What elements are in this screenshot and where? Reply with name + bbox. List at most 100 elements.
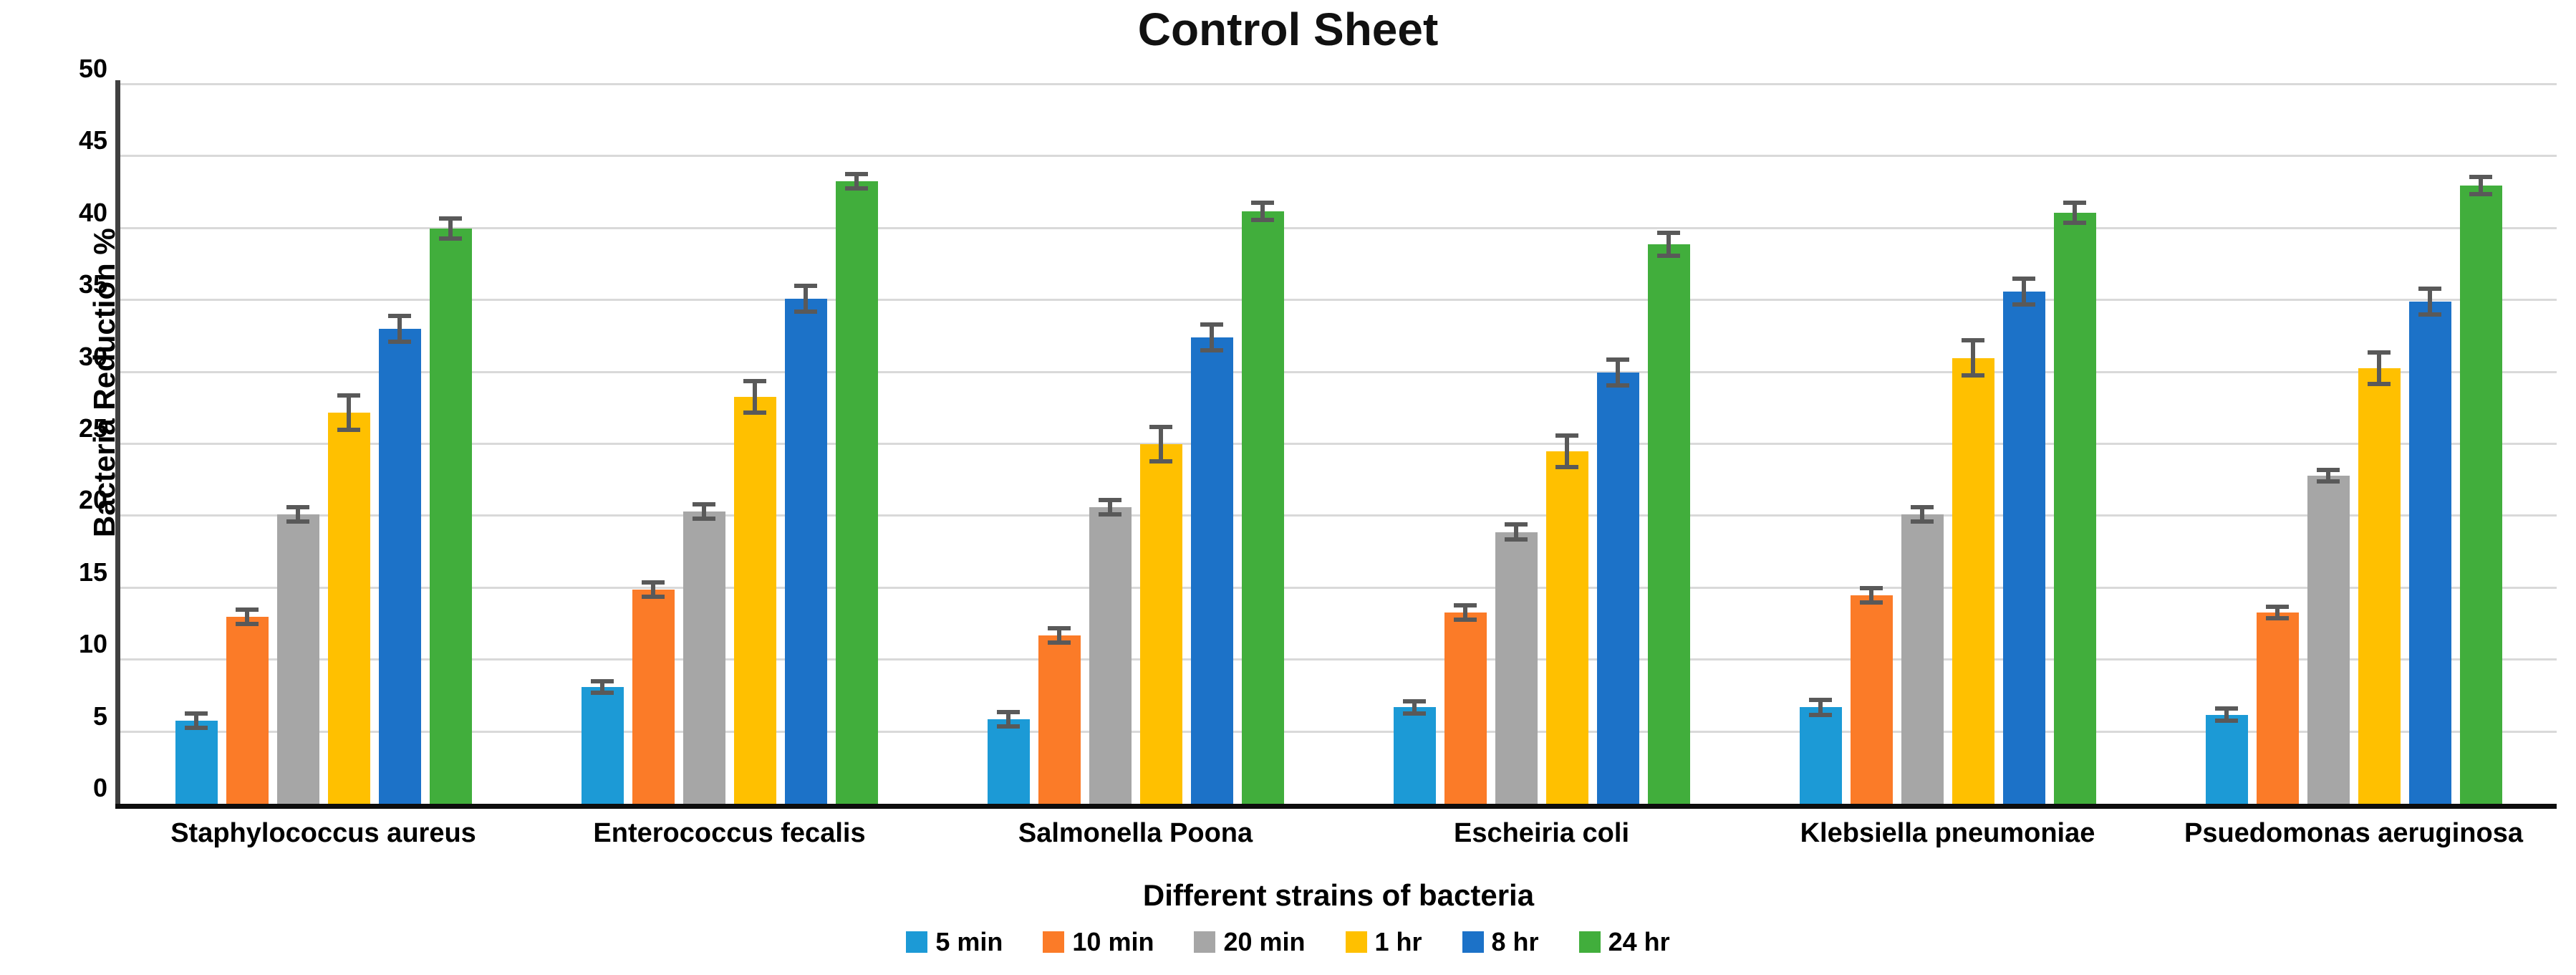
error-bar-cap-bottom [1048,640,1071,645]
legend-swatch [1043,931,1065,953]
x-axis-title: Different strains of bacteria [1142,878,1535,912]
error-bar [2326,470,2330,482]
legend-swatch [1345,931,1367,953]
error-bar-cap-top [439,216,462,221]
error-bar [1210,325,1214,351]
bar [2053,200,2096,804]
error-bar [1463,605,1467,620]
gridline [120,514,2557,517]
error-bar-cap-top [1251,200,1274,205]
error-bar [397,316,402,342]
bar [987,709,1030,804]
error-bar-cap-top [1200,322,1223,327]
error-bar-cap-bottom [2215,718,2238,723]
legend-label: 8 hr [1491,927,1539,956]
category-label: Escheiria coli [1453,818,1629,848]
error-bar [1616,359,1620,385]
bar-group [1745,85,2151,804]
error-bar-cap-bottom [591,691,614,696]
error-bar-cap-top [1809,698,1832,703]
error-bar-cap-top [2063,200,2086,205]
legend-swatch [1462,931,1484,953]
error-bar-cap-bottom [2266,615,2289,620]
error-bar [2479,176,2483,194]
bar [2307,468,2350,804]
bar [1089,498,1132,804]
error-bar-cap-top [388,314,411,319]
legend-label: 1 hr [1374,927,1422,956]
error-bar-cap-bottom [2317,479,2340,484]
error-bar-cap-top [1911,505,1934,510]
error-bar-cap-top [286,505,309,510]
gridline [120,155,2557,158]
error-bar [448,218,453,239]
gridline [120,299,2557,302]
bar [1596,357,1639,804]
bar [1545,433,1588,804]
gridline [120,370,2557,373]
error-bar-cap-top [2469,174,2492,179]
error-bar-cap-bottom [1505,537,1528,542]
error-bar-cap-top [1454,602,1477,607]
error-bar [2073,202,2077,223]
legend-item: 20 min [1194,927,1306,957]
error-bar-cap-top [2215,706,2238,711]
bar [1444,602,1487,804]
error-bar-cap-bottom [2368,381,2391,386]
error-bar [2275,606,2280,618]
error-bar-cap-bottom [1911,519,1934,524]
y-tick-label: 50 [78,54,107,83]
category-label: Psuedomonas aeruginosa [2184,818,2523,848]
error-bar [245,609,249,625]
error-bar-cap-top [1505,522,1528,527]
category-label: Enterococcus fecalis [593,818,866,848]
error-bar-cap-top [2317,468,2340,473]
error-bar-cap-bottom [1962,373,1984,378]
bar [1038,626,1081,804]
error-bar-cap-bottom [2063,220,2086,225]
error-bar-cap-bottom [2012,302,2035,307]
error-bar-cap-bottom [1860,600,1883,605]
y-tick-label: 45 [78,125,107,155]
legend-item: 24 hr [1578,927,1670,957]
bar [429,216,472,804]
y-tick-label: 10 [78,629,107,659]
error-bar-cap-top [1962,338,1984,343]
error-bar-cap-top [743,378,766,383]
category-label: Klebsiella pneumoniae [1800,818,2095,848]
error-bar [651,582,655,597]
bar [1901,505,1944,804]
error-bar-cap-top [337,393,360,398]
error-bar [1971,340,1975,375]
gridline [120,658,2557,661]
y-tick-label: 20 [78,485,107,515]
error-bar [1869,587,1873,602]
bar [581,679,624,804]
error-bar-cap-top [236,607,259,612]
error-bar [1159,426,1163,462]
error-bar-cap-bottom [2469,191,2492,196]
error-bar [296,507,300,522]
error-bar-cap-top [2266,604,2289,609]
bar [1393,699,1436,804]
bar [835,171,878,804]
error-bar-cap-bottom [997,724,1020,729]
bar [327,393,370,804]
error-bar [753,380,757,413]
legend-label: 20 min [1223,927,1306,956]
error-bar-cap-top [1048,626,1071,631]
bar [226,607,269,804]
bar [1647,230,1690,804]
bar-group [526,85,932,804]
bar [1190,322,1233,804]
error-bar-cap-top [1555,433,1578,438]
error-bar-cap-top [693,502,715,507]
y-tick-label: 40 [78,197,107,227]
error-bar [1920,507,1924,522]
error-bar-cap-bottom [1555,465,1578,470]
error-bar-cap-bottom [1200,348,1223,353]
error-bar-cap-bottom [388,340,411,345]
error-bar [1057,628,1061,643]
x-axis-line [115,804,2557,809]
bar [1139,424,1182,804]
